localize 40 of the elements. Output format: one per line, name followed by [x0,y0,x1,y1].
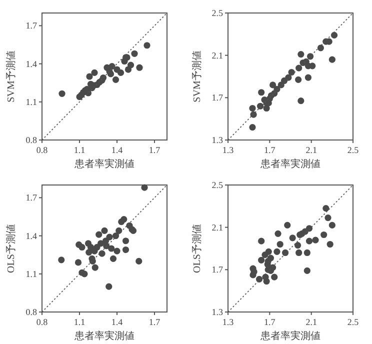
x-tick-label: 2.5 [347,317,360,327]
y-tick-label: 1.1 [26,268,37,279]
y-tick-label: 0.8 [26,135,38,145]
x-tick-label: 0.8 [36,317,48,327]
y-tick-label: 1.4 [26,230,38,241]
y-tick-label: 2.1 [212,50,223,60]
y-tick-label: 1.7 [212,92,224,103]
y-tick-label: 1.7 [212,264,224,275]
x-axis-title: 患者率実測値 [74,158,134,170]
x-axis-title: 患者率実測値 [260,158,320,170]
y-tick-label: 0.8 [26,307,38,317]
x-tick-label: 1.7 [264,317,276,327]
y-tick-label: 2.1 [212,222,223,232]
x-axis-title: 患者率実測値 [260,330,320,342]
x-tick-label: 1.7 [148,145,161,155]
y-tick-label: 1.7 [26,192,38,203]
x-tick-label: 2.1 [306,145,317,155]
x-tick-label: 1.1 [74,317,86,327]
y-axis-title: SVM予測値 [191,50,203,102]
y-tick-label: 2.5 [212,180,224,190]
y-tick-label: 1.4 [26,58,38,69]
x-tick-label: 1.1 [74,145,86,155]
y-tick-label: 2.5 [212,8,224,18]
x-tick-label: 2.5 [347,145,360,155]
x-tick-label: 1.7 [148,317,161,327]
y-tick-label: 1.1 [26,96,37,107]
y-tick-label: 1.7 [26,20,38,31]
x-tick-label: 0.8 [36,145,48,155]
x-tick-label: 2.1 [306,317,317,327]
x-tick-label: 1.4 [111,317,124,327]
x-tick-label: 1.7 [264,145,276,155]
y-tick-label: 1.3 [212,307,224,317]
x-axis-title: 患者率実測値 [74,330,134,342]
x-tick-label: 1.4 [111,145,124,155]
y-axis-title: OLS予測値 [5,224,17,273]
x-tick-label: 1.3 [222,145,234,155]
y-axis-title: OLS予測値 [191,224,203,273]
x-tick-label: 1.3 [222,317,234,327]
y-tick-label: 1.3 [212,135,224,145]
y-axis-title: SVM予測値 [5,50,17,102]
